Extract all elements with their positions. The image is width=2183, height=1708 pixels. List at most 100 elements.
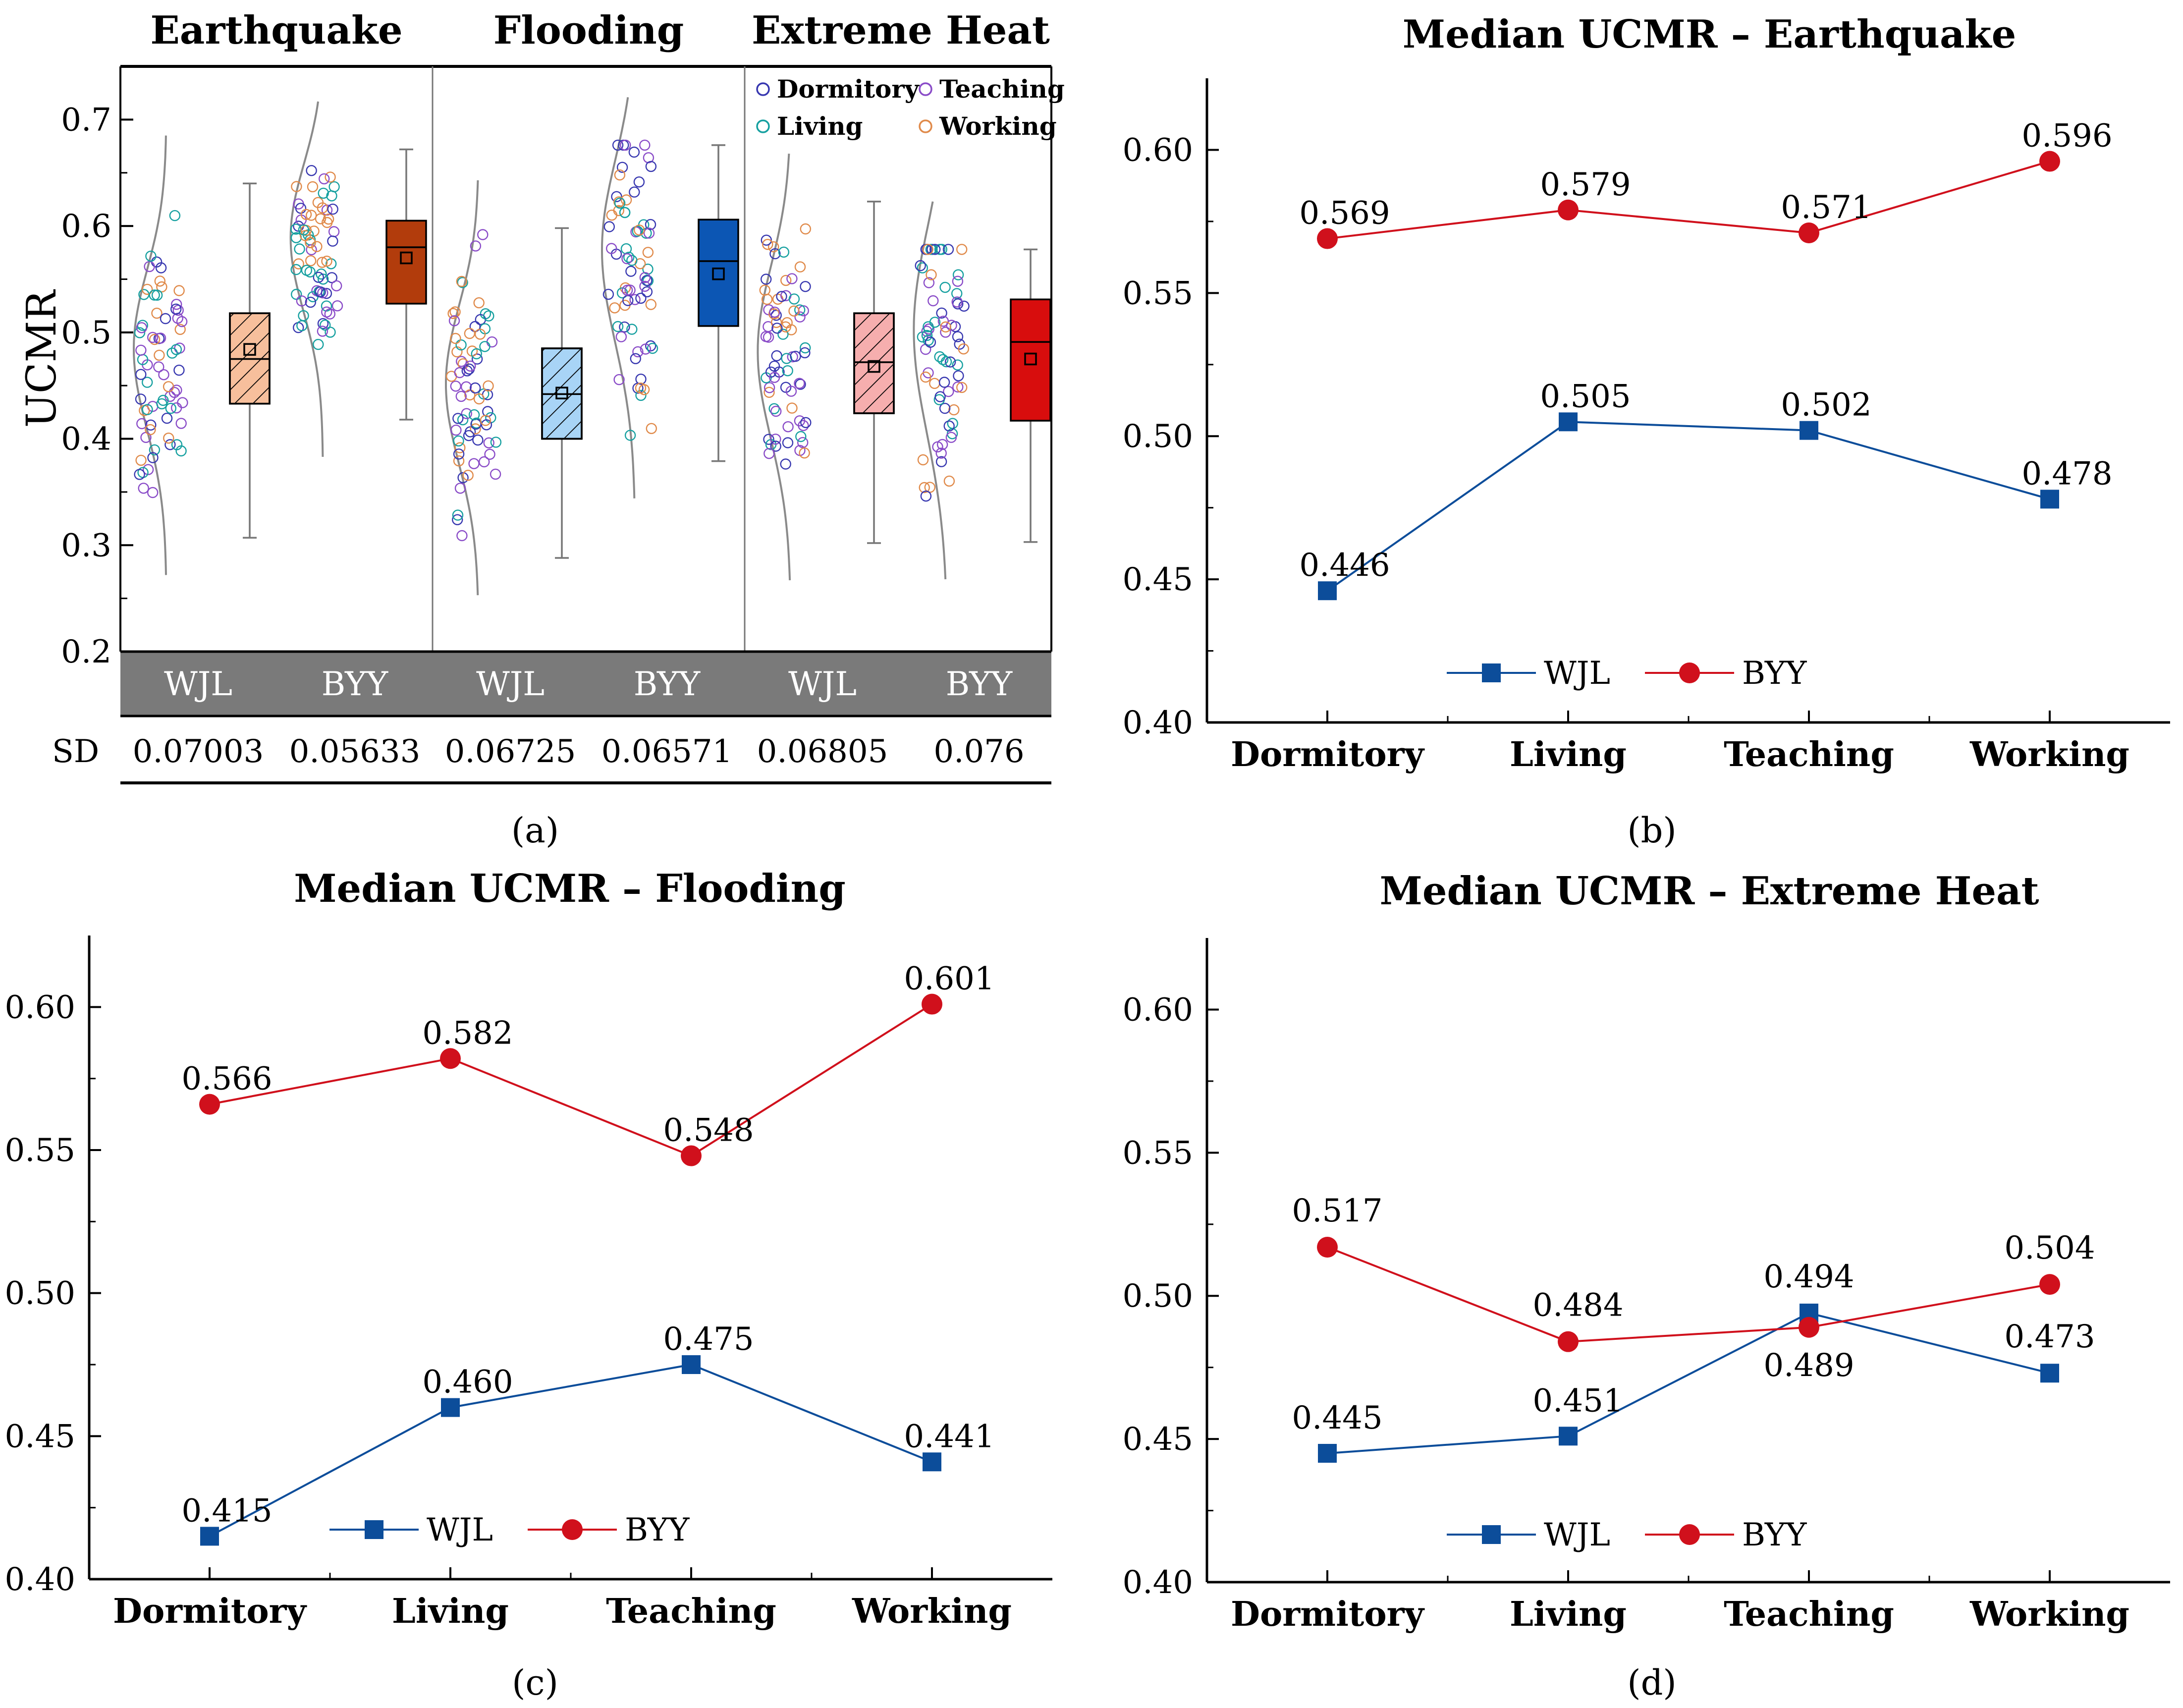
y-tick-label: 0.4 (61, 421, 111, 458)
data-point (321, 288, 332, 299)
data-point (145, 424, 156, 436)
data-point (938, 377, 950, 388)
data-point (481, 419, 492, 431)
data-point (764, 448, 775, 459)
x-tick-label: Living (1510, 735, 1627, 774)
data-point (171, 299, 182, 310)
wjl-marker (923, 1452, 941, 1472)
data-point (463, 430, 475, 441)
legend-marker (919, 119, 932, 133)
wjl-marker (200, 1527, 219, 1546)
data-point (951, 296, 963, 308)
data-point (486, 336, 498, 348)
data-label: 0.566 (181, 1061, 272, 1098)
y-tick-label: 0.45 (5, 1418, 76, 1455)
data-point (165, 402, 176, 414)
data-point (177, 397, 188, 408)
data-point (163, 433, 174, 444)
data-point (161, 412, 173, 424)
box-iqr (385, 220, 427, 305)
data-point (158, 394, 169, 406)
data-point (917, 454, 929, 466)
data-label: 0.475 (663, 1321, 754, 1358)
data-point (635, 292, 647, 304)
data-point (142, 377, 153, 388)
data-point (769, 248, 781, 260)
data-point (945, 432, 957, 443)
data-point (940, 321, 951, 332)
data-point (935, 456, 947, 467)
data-point (770, 317, 782, 328)
data-point (764, 382, 775, 393)
data-point (785, 386, 797, 397)
data-point (163, 381, 174, 392)
wjl-series-line (209, 1363, 932, 1538)
data-point (456, 356, 467, 367)
data-point (326, 272, 337, 283)
wjl-marker (1318, 1444, 1337, 1463)
data-label: 0.473 (2004, 1319, 2095, 1355)
data-point (313, 338, 324, 350)
data-point (294, 243, 305, 255)
data-point (621, 253, 633, 265)
data-point (943, 386, 954, 397)
data-point (939, 402, 951, 414)
data-label: 0.601 (904, 961, 994, 997)
data-point (934, 351, 945, 363)
data-point (626, 324, 638, 335)
byy-marker (1799, 222, 1819, 243)
legend-label-wjl: WJL (1544, 655, 1610, 692)
legend-marker (756, 119, 770, 133)
data-point (453, 448, 465, 460)
byy-marker (922, 993, 942, 1015)
data-point (614, 169, 626, 181)
data-point (328, 181, 340, 193)
data-point (764, 386, 775, 398)
data-point (624, 284, 636, 296)
data-point (305, 237, 316, 248)
data-point (452, 509, 464, 521)
legend-marker (919, 82, 932, 96)
data-point (645, 299, 657, 310)
data-point (490, 468, 501, 480)
data-point (794, 311, 806, 323)
data-point (317, 257, 328, 268)
data-point (936, 244, 948, 255)
data-point (166, 347, 178, 359)
data-point (331, 300, 343, 312)
data-point (952, 359, 963, 371)
data-point (317, 326, 328, 337)
x-tick-label: Living (1510, 1595, 1627, 1634)
data-point (620, 139, 631, 151)
data-point (449, 306, 461, 318)
data-point (312, 197, 324, 208)
legend-marker-wjl (1482, 663, 1501, 682)
data-point (147, 487, 159, 498)
data-point (296, 295, 308, 307)
data-point (763, 434, 774, 445)
data-point (170, 344, 182, 355)
legend-label-wjl: WJL (427, 1512, 493, 1548)
density-curve (132, 135, 167, 575)
data-point (786, 273, 798, 284)
data-point (626, 255, 638, 266)
data-point (155, 262, 167, 274)
sd-value: 0.076 (933, 733, 1024, 770)
data-point (632, 346, 644, 358)
data-point (171, 439, 183, 450)
byy-marker (1317, 1237, 1338, 1258)
data-point (925, 336, 936, 348)
data-point (790, 350, 801, 362)
data-point (317, 318, 329, 330)
wjl-marker (2040, 490, 2059, 509)
data-point (149, 444, 161, 456)
data-point (645, 219, 656, 230)
data-point (145, 419, 157, 431)
data-point (920, 343, 931, 355)
group-label: BYY (634, 665, 701, 703)
y-tick-label: 0.60 (5, 989, 76, 1026)
data-point (943, 475, 955, 487)
data-label: 0.441 (904, 1418, 994, 1455)
data-point (453, 435, 464, 447)
y-tick-label: 0.40 (1123, 705, 1194, 741)
